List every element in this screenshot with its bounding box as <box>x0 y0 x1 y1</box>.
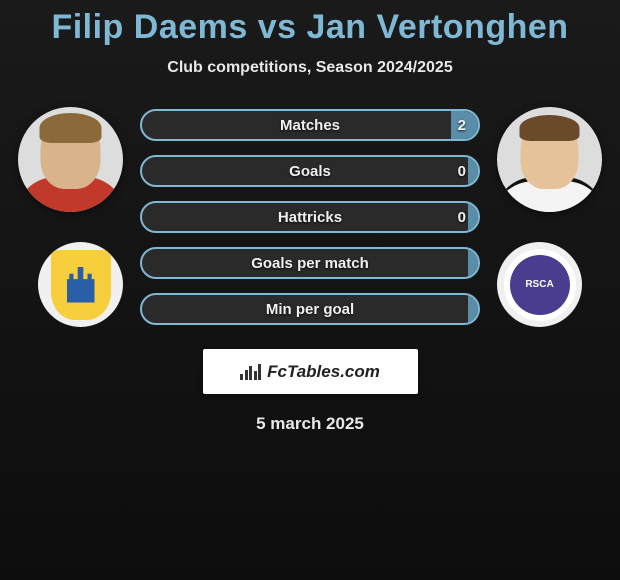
stat-value-right: 0 <box>458 163 466 180</box>
stat-bar: Goals 0 <box>140 155 480 187</box>
stat-bar-fill <box>468 295 478 323</box>
player2-club-badge: RSCA <box>497 242 582 327</box>
player2-avatar <box>497 107 602 212</box>
main-row: Matches 2 Goals 0 Hattricks 0 Goals per match M… <box>0 107 620 325</box>
stat-bar: Min per goal <box>140 293 480 325</box>
stat-label: Goals per match <box>251 255 369 272</box>
stat-bar-fill <box>468 249 478 277</box>
date-label: 5 march 2025 <box>0 414 620 434</box>
stat-bar: Hattricks 0 <box>140 201 480 233</box>
stat-label: Matches <box>280 117 340 134</box>
stats-column: Matches 2 Goals 0 Hattricks 0 Goals per match M… <box>140 107 480 325</box>
subtitle: Club competitions, Season 2024/2025 <box>0 59 620 77</box>
page-title: Filip Daems vs Jan Vertonghen <box>0 8 620 47</box>
stat-label: Goals <box>289 163 331 180</box>
brand-chart-icon <box>240 364 261 380</box>
brand-text: FcTables.com <box>267 362 380 382</box>
stat-label: Hattricks <box>278 209 342 226</box>
comparison-card: Filip Daems vs Jan Vertonghen Club compe… <box>0 0 620 434</box>
player1-club-badge <box>38 242 123 327</box>
stat-bar: Matches 2 <box>140 109 480 141</box>
stat-bar-fill <box>468 203 478 231</box>
brand-watermark: FcTables.com <box>203 349 418 394</box>
stat-bar: Goals per match <box>140 247 480 279</box>
stat-bar-fill <box>468 157 478 185</box>
stat-label: Min per goal <box>266 301 354 318</box>
player1-avatar <box>18 107 123 212</box>
stat-value-right: 0 <box>458 209 466 226</box>
stat-value-right: 2 <box>458 117 466 134</box>
